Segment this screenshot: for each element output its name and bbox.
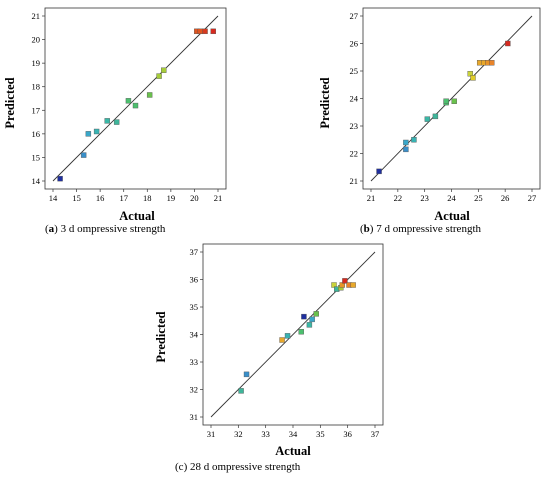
y-tick-label: 25 bbox=[350, 66, 359, 76]
y-tick-label: 17 bbox=[32, 105, 41, 115]
data-point bbox=[411, 137, 417, 143]
data-point bbox=[146, 92, 153, 98]
data-point bbox=[451, 98, 457, 104]
x-tick-label: 26 bbox=[501, 193, 510, 203]
data-point bbox=[403, 146, 409, 153]
y-tick-label: 35 bbox=[190, 302, 199, 312]
y-axis-label: Predicted bbox=[3, 77, 17, 128]
chart-panel-c: 31 32 33 34 35 36 37 31 32 33 34 35 36 37 Actual Predic… bbox=[154, 243, 384, 473]
y-tick-label: 20 bbox=[32, 35, 41, 45]
x-tick-label: 14 bbox=[49, 193, 58, 203]
data-point bbox=[301, 313, 307, 320]
data-point bbox=[57, 175, 63, 182]
data-point bbox=[132, 102, 139, 109]
x-tick-label: 17 bbox=[119, 193, 128, 203]
y-tick-label: 15 bbox=[32, 152, 41, 162]
data-point bbox=[443, 98, 449, 104]
data-point bbox=[309, 316, 315, 323]
y-tick-label: 21 bbox=[32, 11, 41, 21]
x-tick-label: 16 bbox=[96, 193, 105, 203]
x-tick-label: 34 bbox=[289, 429, 298, 439]
y-tick-label: 23 bbox=[350, 121, 359, 131]
x-tick-label: 35 bbox=[316, 429, 325, 439]
y-tick-label: 27 bbox=[350, 11, 359, 21]
data-point bbox=[284, 333, 291, 339]
data-point bbox=[489, 60, 495, 66]
data-point bbox=[339, 282, 345, 288]
data-point bbox=[432, 113, 439, 120]
y-tick-label: 36 bbox=[190, 275, 199, 285]
data-point bbox=[403, 139, 409, 146]
y-axis-label: Predicted bbox=[318, 77, 332, 128]
y-tick-label: 18 bbox=[32, 82, 41, 92]
chart-panel-b: 21 22 23 24 25 26 27 21 22 23 24 25 26 27 Actual Predic… bbox=[318, 7, 541, 235]
x-tick-label: 24 bbox=[447, 193, 456, 203]
x-tick-label: 21 bbox=[214, 193, 223, 203]
x-axis-label: Actual bbox=[119, 209, 155, 223]
data-point bbox=[113, 119, 120, 125]
y-tick-label: 22 bbox=[350, 149, 359, 159]
data-point bbox=[376, 168, 382, 175]
data-point bbox=[342, 278, 348, 284]
x-tick-label: 31 bbox=[207, 429, 216, 439]
data-point bbox=[80, 152, 87, 158]
data-point bbox=[306, 322, 313, 328]
x-tick-label: 20 bbox=[190, 193, 199, 203]
y-tick-label: 26 bbox=[350, 39, 359, 49]
y-tick-label: 31 bbox=[190, 412, 199, 422]
data-point bbox=[243, 371, 250, 378]
y-tick-label: 32 bbox=[190, 385, 199, 395]
data-point bbox=[93, 128, 100, 135]
data-point bbox=[298, 329, 304, 335]
chart-caption: (c) 28 d ompressive strength bbox=[175, 461, 301, 473]
x-tick-label: 22 bbox=[394, 193, 403, 203]
x-axis-label: Actual bbox=[434, 209, 470, 223]
data-point bbox=[210, 28, 216, 35]
data-point bbox=[313, 311, 319, 317]
x-tick-label: 25 bbox=[474, 193, 483, 203]
data-point bbox=[505, 40, 511, 47]
y-tick-label: 16 bbox=[32, 129, 41, 139]
y-tick-label: 19 bbox=[32, 58, 41, 68]
y-tick-label: 37 bbox=[190, 247, 199, 257]
data-point bbox=[350, 282, 356, 288]
y-axis-label: Predicted bbox=[154, 311, 168, 362]
data-point bbox=[161, 67, 167, 73]
reference-line bbox=[52, 15, 219, 182]
chart-caption: (b) 7 d ompressive strength bbox=[360, 223, 482, 235]
y-tick-label: 21 bbox=[350, 176, 359, 186]
chart-panel-a: 14 15 16 17 18 19 20 21 14 15 16 17 18 19 20 21 Actual Pr… bbox=[3, 7, 227, 235]
data-point bbox=[156, 73, 162, 79]
y-tick-label: 33 bbox=[190, 357, 199, 367]
y-tick-label: 14 bbox=[32, 176, 41, 186]
x-tick-label: 33 bbox=[261, 429, 270, 439]
data-point bbox=[104, 118, 110, 124]
x-axis-label: Actual bbox=[275, 444, 311, 458]
chart-caption: (a) 3 d ompressive strength bbox=[45, 223, 166, 235]
x-tick-label: 36 bbox=[343, 429, 352, 439]
x-tick-label: 15 bbox=[72, 193, 81, 203]
data-point bbox=[424, 116, 431, 122]
data-point bbox=[238, 388, 244, 394]
y-tick-label: 24 bbox=[350, 94, 359, 104]
x-tick-label: 32 bbox=[234, 429, 243, 439]
data-point bbox=[470, 75, 476, 81]
y-tick-label: 34 bbox=[190, 330, 199, 340]
data-point bbox=[85, 131, 92, 137]
data-point bbox=[202, 28, 208, 35]
x-tick-label: 23 bbox=[420, 193, 429, 203]
x-tick-label: 21 bbox=[367, 193, 376, 203]
x-tick-label: 19 bbox=[167, 193, 176, 203]
x-tick-label: 27 bbox=[528, 193, 537, 203]
data-point bbox=[331, 282, 337, 288]
reference-line bbox=[210, 251, 376, 418]
x-tick-label: 18 bbox=[143, 193, 152, 203]
data-point bbox=[197, 28, 204, 35]
data-point bbox=[279, 337, 285, 343]
x-tick-label: 37 bbox=[371, 429, 380, 439]
data-point bbox=[125, 98, 132, 104]
